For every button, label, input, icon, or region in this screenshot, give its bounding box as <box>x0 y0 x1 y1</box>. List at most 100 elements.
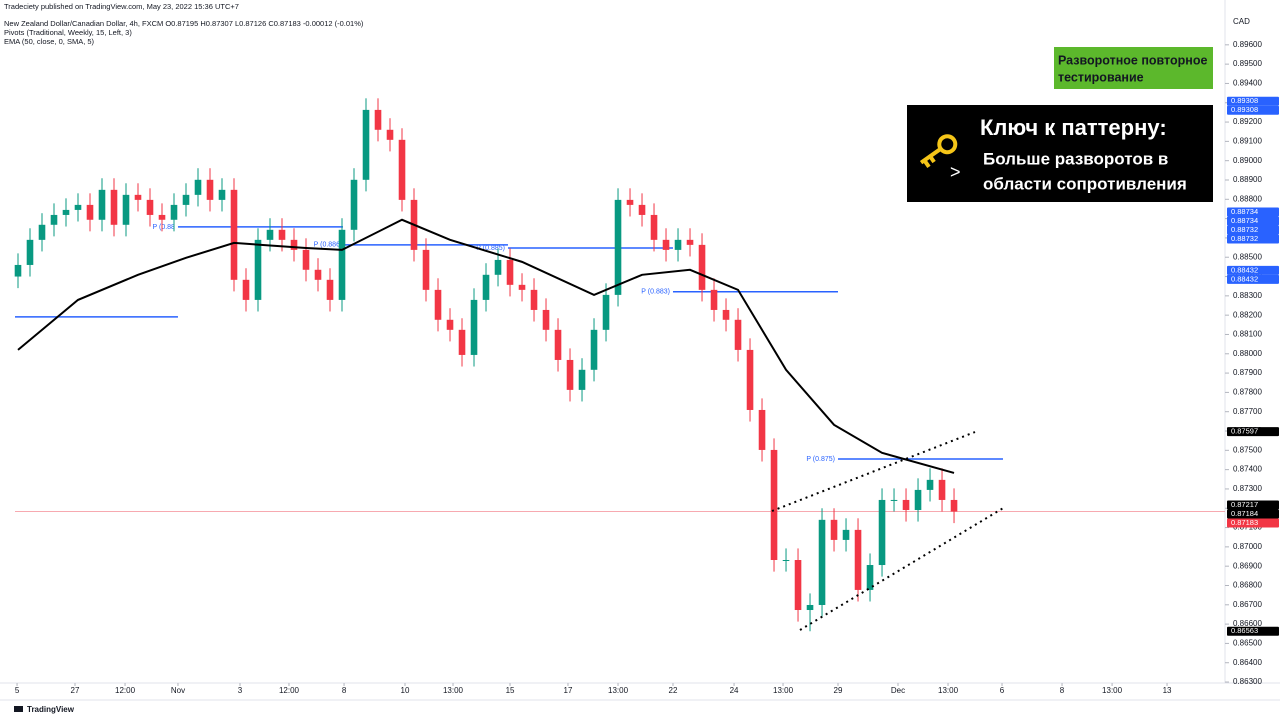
candle-body <box>230 189 238 280</box>
candle-body <box>146 199 154 215</box>
y-tick-label: 0.88000 <box>1233 349 1262 358</box>
price-tag <box>1227 500 1279 510</box>
pivot-label: P (0.883) <box>641 289 670 296</box>
x-tick-label: 13:00 <box>938 686 959 695</box>
candle-body <box>614 199 622 295</box>
x-tick-label: 17 <box>564 686 573 695</box>
green-box <box>1054 47 1213 89</box>
candle-body <box>794 559 802 611</box>
candle-body <box>494 259 502 275</box>
price-tag <box>1227 626 1279 636</box>
x-tick-label: Nov <box>171 686 185 695</box>
y-tick-label: 0.89500 <box>1233 59 1262 68</box>
key-bow <box>937 134 958 155</box>
candle-body <box>542 309 550 330</box>
candle-body <box>14 264 22 277</box>
symbol-info: New Zealand Dollar/Canadian Dollar, 4h, … <box>4 19 364 28</box>
key-arrow: > <box>950 162 961 182</box>
candle-body <box>578 369 586 390</box>
candle-body <box>434 289 442 320</box>
x-tick-label: 15 <box>506 686 515 695</box>
candle-body <box>602 294 610 330</box>
x-tick-label: 24 <box>730 686 739 695</box>
price-tag <box>1227 274 1279 284</box>
x-tick-label: 3 <box>238 686 243 695</box>
candle-body <box>818 519 826 605</box>
green-box-text: Разворотное повторное <box>1058 53 1207 67</box>
candle-body <box>842 529 850 540</box>
y-tick-label: 0.87300 <box>1233 484 1262 493</box>
plot-area: P (0.88 P (0.886 P (0.885) P (0.883) P (0.87… <box>14 98 1225 632</box>
pivot-label: P (0.885) <box>476 245 505 252</box>
candle-body <box>638 204 646 215</box>
candle-body <box>98 189 106 220</box>
candle-body <box>206 179 214 200</box>
key-line: Больше разворотов в <box>983 149 1168 168</box>
price-tag <box>1227 234 1279 244</box>
pivot-label: P (0.875) <box>806 456 835 463</box>
candle-body <box>878 499 886 566</box>
channel-lower <box>799 506 1006 631</box>
y-tick-label: 0.87400 <box>1233 465 1262 474</box>
pivot-label: P (0.886 <box>314 242 340 249</box>
ema-line <box>17 218 955 474</box>
price-tag-label: 0.88734 <box>1231 207 1258 216</box>
candle-body <box>554 329 562 360</box>
candle-body <box>158 214 166 220</box>
candle-body <box>350 179 358 230</box>
candle-body <box>686 239 694 245</box>
currency: CAD <box>1233 17 1250 26</box>
candle-body <box>566 359 574 390</box>
candle-body <box>530 289 538 310</box>
x-tick-label: 12:00 <box>115 686 136 695</box>
candle-body <box>758 409 766 450</box>
candle-body <box>506 259 514 285</box>
candle-body <box>806 604 814 611</box>
candle-body <box>914 489 922 510</box>
key-tooth <box>928 155 936 164</box>
x-tick-label: 29 <box>834 686 843 695</box>
candle-body <box>110 189 118 225</box>
y-tick-label: 0.88800 <box>1233 194 1262 203</box>
candle-body <box>134 194 142 200</box>
candle-body <box>470 299 478 355</box>
x-tick-label: 8 <box>342 686 347 695</box>
candle-body <box>770 449 778 560</box>
price-tag <box>1227 265 1279 275</box>
candle-body <box>50 214 58 225</box>
y-tick-label: 0.86800 <box>1233 581 1262 590</box>
candle-body <box>122 194 130 225</box>
price-tag-label: 0.88734 <box>1231 216 1258 225</box>
key-icon <box>919 134 958 168</box>
candle-body <box>386 129 394 140</box>
y-tick-label: 0.86600 <box>1233 619 1262 628</box>
channel-upper <box>771 431 976 512</box>
key-tooth <box>922 159 931 168</box>
y-tick-label: 0.89600 <box>1233 40 1262 49</box>
x-tick-label: 12:00 <box>279 686 300 695</box>
candle-body <box>290 239 298 250</box>
candle-body <box>698 244 706 290</box>
candle-body <box>674 239 682 250</box>
key-title: Ключ к паттерну: <box>980 115 1167 140</box>
y-tick-label: 0.87700 <box>1233 407 1262 416</box>
candle-body <box>278 229 286 240</box>
candle-body <box>518 284 526 290</box>
candle-body <box>446 319 454 330</box>
ema-study: EMA (50, close, 0, SMA, 5) <box>4 37 95 46</box>
candle-body <box>26 239 34 265</box>
y-tick-label: 0.86900 <box>1233 561 1262 570</box>
price-tag <box>1227 509 1279 519</box>
price-tag <box>1227 225 1279 235</box>
price-tag-label: 0.88732 <box>1231 225 1258 234</box>
candle-body <box>266 229 274 240</box>
x-tick-label: 5 <box>15 686 20 695</box>
x-tick-label: 13:00 <box>443 686 464 695</box>
candle-body <box>590 329 598 370</box>
price-tag-label: 0.87184 <box>1231 509 1258 518</box>
price-tag-label: 0.86563 <box>1231 626 1258 635</box>
x-tick-label: 27 <box>71 686 80 695</box>
y-tick-label: 0.86500 <box>1233 639 1262 648</box>
y-tick-label: 0.89400 <box>1233 79 1262 88</box>
price-tag <box>1227 518 1279 528</box>
